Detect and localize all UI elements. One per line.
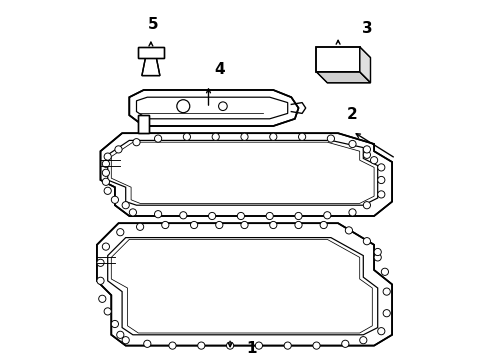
Circle shape [348, 209, 355, 216]
Polygon shape [138, 115, 149, 133]
Circle shape [136, 223, 143, 230]
Text: 5: 5 [147, 17, 158, 32]
Circle shape [381, 268, 387, 275]
Circle shape [237, 212, 244, 220]
Circle shape [377, 328, 384, 335]
Circle shape [363, 238, 370, 245]
Circle shape [115, 146, 122, 153]
Polygon shape [142, 58, 160, 76]
Circle shape [269, 133, 276, 140]
Circle shape [104, 308, 111, 315]
Text: 2: 2 [346, 107, 357, 122]
Circle shape [154, 211, 162, 218]
Circle shape [377, 164, 384, 171]
Circle shape [129, 209, 136, 216]
Circle shape [326, 135, 334, 142]
Polygon shape [101, 133, 391, 216]
Circle shape [168, 342, 176, 349]
Circle shape [122, 202, 129, 209]
Circle shape [102, 169, 109, 176]
Circle shape [212, 133, 219, 140]
Polygon shape [316, 47, 359, 72]
Circle shape [294, 212, 302, 220]
Circle shape [143, 340, 151, 347]
Circle shape [190, 221, 197, 229]
Circle shape [104, 187, 111, 194]
Circle shape [183, 133, 190, 140]
Circle shape [348, 140, 355, 148]
Circle shape [320, 221, 326, 229]
Circle shape [298, 133, 305, 140]
Polygon shape [97, 223, 391, 346]
Circle shape [241, 133, 247, 140]
Circle shape [345, 227, 352, 234]
Circle shape [218, 102, 227, 111]
Text: 1: 1 [246, 341, 256, 356]
Circle shape [363, 151, 370, 158]
Circle shape [359, 337, 366, 344]
Circle shape [117, 331, 123, 338]
Circle shape [154, 135, 162, 142]
Polygon shape [359, 47, 370, 83]
Circle shape [341, 340, 348, 347]
Circle shape [241, 221, 247, 229]
Circle shape [382, 310, 389, 317]
Circle shape [111, 320, 118, 328]
Circle shape [294, 221, 302, 229]
Circle shape [122, 337, 129, 344]
Circle shape [99, 295, 106, 302]
Circle shape [377, 176, 384, 184]
Circle shape [382, 288, 389, 295]
Circle shape [363, 202, 370, 209]
Circle shape [363, 146, 370, 153]
Circle shape [255, 342, 262, 349]
Circle shape [323, 212, 330, 219]
Text: 4: 4 [214, 62, 224, 77]
Circle shape [377, 191, 384, 198]
Circle shape [312, 342, 320, 349]
Circle shape [97, 277, 104, 284]
Circle shape [373, 248, 381, 256]
Circle shape [179, 212, 186, 219]
Circle shape [215, 221, 223, 229]
Circle shape [102, 160, 109, 167]
Circle shape [97, 259, 104, 266]
Polygon shape [316, 72, 370, 83]
Circle shape [370, 157, 377, 164]
Circle shape [197, 342, 204, 349]
Circle shape [284, 342, 291, 349]
Circle shape [208, 212, 215, 220]
Circle shape [111, 196, 118, 203]
Circle shape [102, 178, 109, 185]
Circle shape [102, 243, 109, 250]
Circle shape [226, 342, 233, 349]
Circle shape [104, 153, 111, 160]
Polygon shape [138, 47, 163, 58]
Polygon shape [129, 90, 298, 126]
Circle shape [177, 100, 189, 113]
Text: 3: 3 [361, 21, 371, 36]
Circle shape [265, 212, 273, 220]
Circle shape [133, 139, 140, 146]
Circle shape [162, 221, 168, 229]
Circle shape [373, 254, 381, 261]
Circle shape [269, 221, 276, 229]
Circle shape [117, 229, 123, 236]
